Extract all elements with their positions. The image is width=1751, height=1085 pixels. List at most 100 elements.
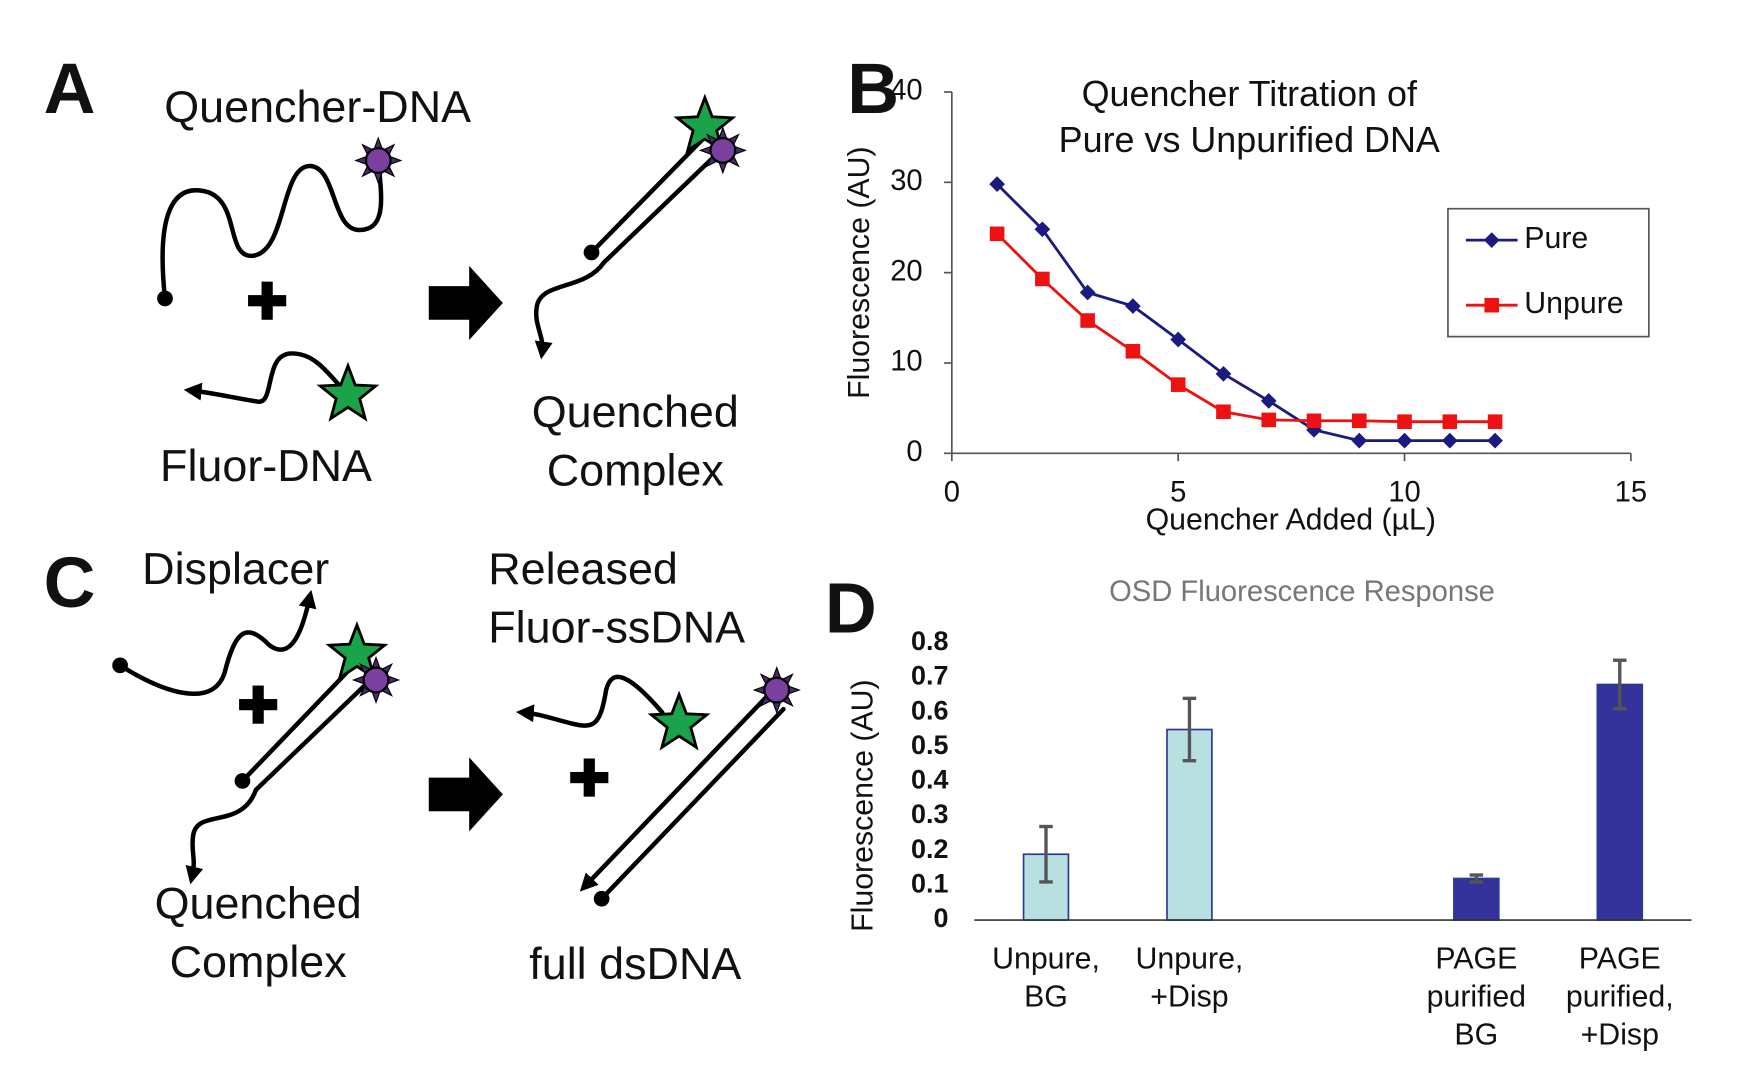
point [1216, 404, 1231, 420]
x-tick-label: 0 [944, 476, 960, 508]
y-tick-label: 20 [890, 255, 922, 287]
strand-end [593, 890, 610, 907]
y-axis-label: Fluorescence (AU) [843, 146, 876, 399]
strand [599, 706, 786, 901]
series-line [996, 232, 1496, 424]
point [1396, 432, 1413, 449]
x-tick-label: Unpure, [992, 942, 1100, 975]
strand [185, 787, 259, 885]
y-tick-label: 0.1 [911, 869, 948, 899]
x-tick-label: Unpure, [1136, 942, 1244, 975]
point [1034, 221, 1051, 238]
quencher [699, 126, 747, 174]
plus [248, 281, 287, 320]
label: Fluor-DNA [160, 440, 372, 491]
chart-title: Quencher Titration of [1082, 73, 1418, 114]
point [1215, 365, 1232, 382]
x-tick-label: +Disp [1581, 1019, 1659, 1052]
point [1442, 414, 1458, 429]
point [1351, 432, 1368, 449]
strand [533, 260, 607, 360]
chart-title: OSD Fluorescence Response [1109, 576, 1495, 608]
strand-end [112, 657, 128, 674]
quencher [354, 136, 402, 185]
label: Complex [547, 444, 724, 495]
point [1351, 413, 1367, 429]
bar [1453, 877, 1500, 921]
strand [183, 351, 351, 404]
panel-label: B [847, 49, 899, 129]
y-tick-label: 10 [890, 346, 922, 378]
y-tick-label: 0.3 [911, 799, 948, 829]
quencher [352, 656, 400, 704]
y-tick-label: 0.7 [911, 661, 948, 691]
strand [515, 674, 665, 728]
reaction-arrow [428, 757, 503, 832]
label: Quenched [532, 386, 739, 437]
x-tick-label: PAGE [1435, 942, 1517, 975]
point [1079, 284, 1096, 301]
y-tick-label: 0.6 [911, 695, 948, 725]
strand [589, 132, 710, 255]
diagram-c: Displacer Quenched Complex Released Fluo… [112, 543, 801, 989]
legend-marker [1484, 297, 1500, 313]
plus [570, 758, 609, 797]
legend-label: Pure [1524, 222, 1588, 255]
point [1170, 377, 1186, 392]
x-tick-label: purified [1427, 981, 1526, 1014]
plus [239, 685, 278, 724]
point [989, 176, 1005, 192]
point [1080, 313, 1095, 328]
legend-box [1447, 207, 1650, 338]
point [1125, 343, 1141, 359]
y-tick-label: 40 [890, 75, 922, 107]
fluorophore [649, 693, 709, 749]
label: Released [488, 543, 678, 594]
point [1260, 393, 1277, 409]
panel-label: D [825, 569, 877, 649]
y-axis-label: Fluorescence (AU) [846, 679, 879, 932]
point [1125, 298, 1141, 314]
strand [601, 148, 723, 265]
strand [160, 158, 384, 301]
chart-title: Pure vs Unpurified DNA [1059, 119, 1440, 160]
bar [1596, 683, 1644, 921]
strand [253, 677, 373, 793]
x-tick-label: 5 [1170, 476, 1186, 508]
x-tick-label: purified, [1566, 981, 1674, 1014]
label: Quenched [155, 877, 362, 928]
strand-end [583, 244, 600, 261]
label: Fluor-ssDNA [488, 601, 745, 652]
strand-end [157, 290, 173, 307]
strand [117, 589, 317, 697]
label: Displacer [142, 543, 329, 594]
y-tick-label: 0.2 [911, 834, 948, 864]
label: Complex [170, 936, 347, 987]
label: Quencher-DNA [164, 81, 471, 132]
quencher [753, 666, 801, 714]
point [1261, 412, 1277, 428]
point [1487, 414, 1503, 429]
y-tick-label: 0.4 [911, 765, 948, 795]
x-tick-label: 15 [1615, 476, 1647, 508]
reaction-arrow [428, 265, 503, 340]
point [1487, 432, 1503, 449]
legend-marker [1483, 232, 1500, 248]
y-tick-label: 0.8 [911, 626, 948, 656]
label: full dsDNA [529, 938, 741, 989]
diagram-a: Quencher-DNA Fluor-DNA Quenched Complex [157, 81, 747, 495]
legend-label: Unpure [1524, 287, 1623, 320]
x-tick-label: +Disp [1150, 981, 1228, 1014]
strand [240, 661, 357, 784]
panel-label: A [44, 49, 96, 129]
y-tick-label: 0 [906, 436, 922, 468]
x-tick-label: 10 [1388, 476, 1420, 508]
x-tick-label: BG [1024, 981, 1068, 1014]
point [989, 226, 1005, 242]
series-line [996, 183, 1496, 443]
point [1441, 432, 1458, 449]
x-axis-label: Quencher Added (µL) [1146, 504, 1436, 537]
point [1397, 414, 1412, 429]
y-tick-label: 0 [933, 903, 948, 933]
panel-label: C [44, 543, 96, 623]
